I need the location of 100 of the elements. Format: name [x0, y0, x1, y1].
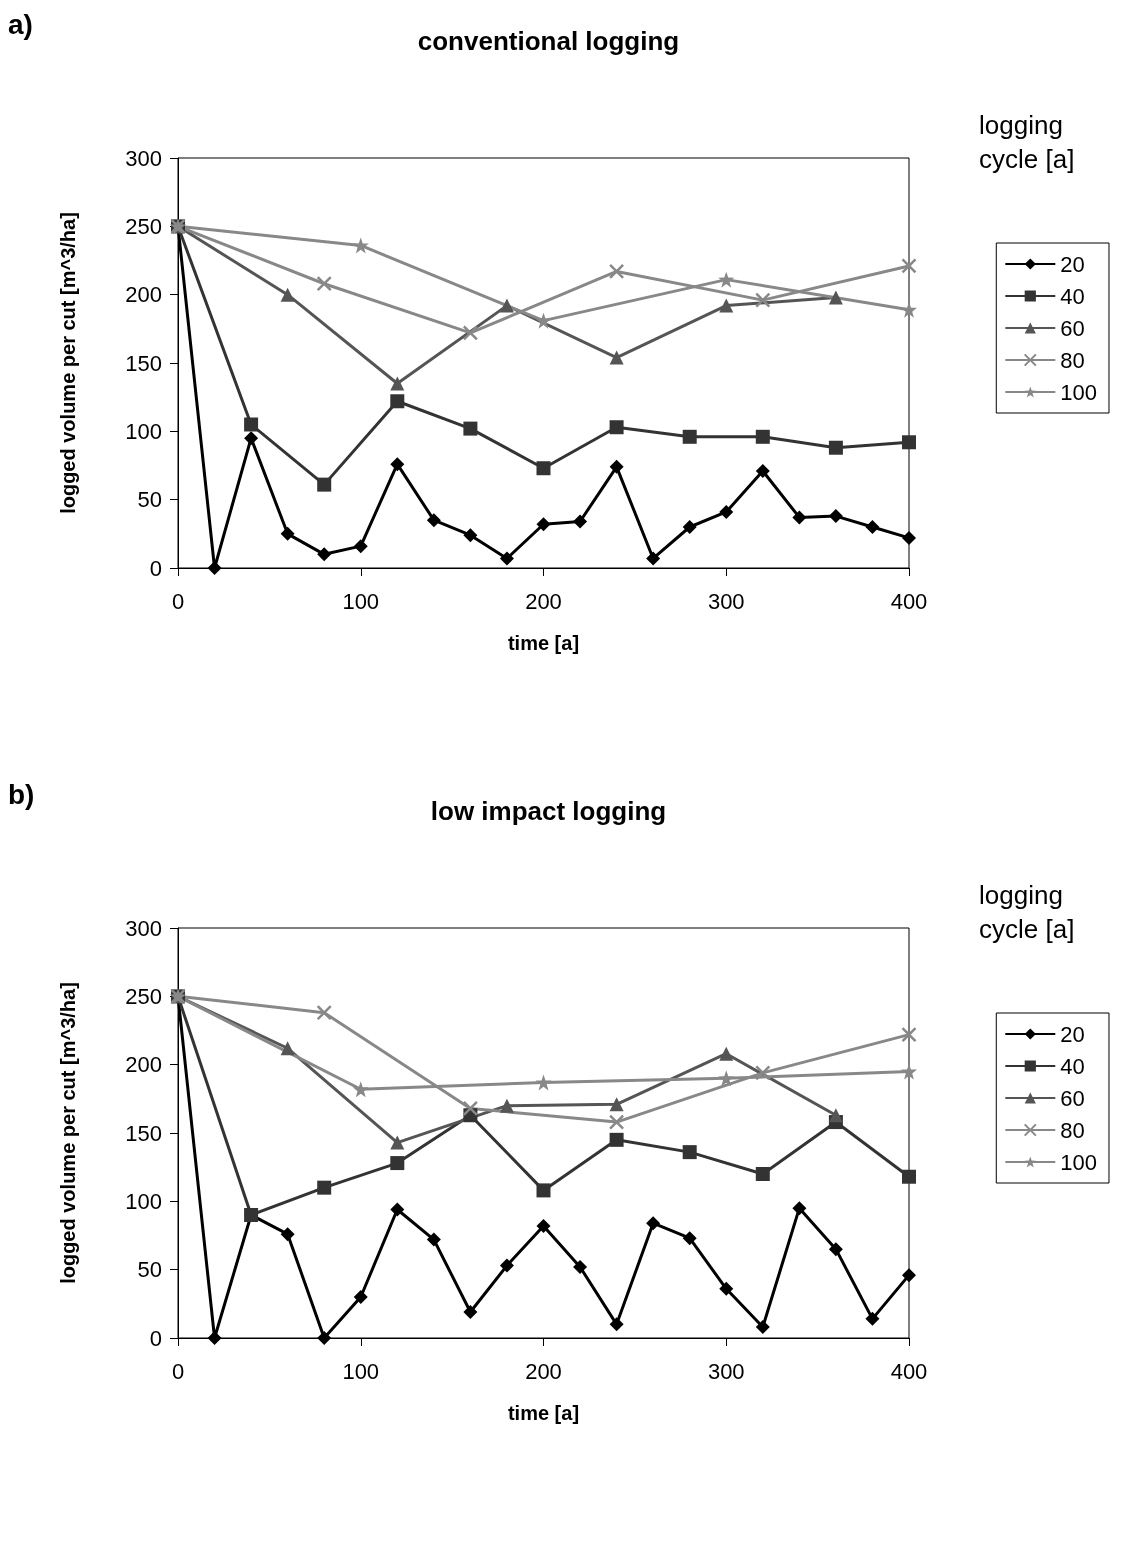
point [535, 1074, 552, 1091]
x-tick-label: 300 [707, 588, 745, 614]
point [573, 514, 588, 529]
point [828, 440, 843, 455]
point [865, 1311, 880, 1326]
x-tick-label: 300 [707, 1358, 745, 1384]
legend-label: 60 [1060, 1085, 1085, 1111]
legend-label: 60 [1060, 315, 1085, 341]
point [499, 1258, 514, 1273]
point [828, 1242, 843, 1257]
point [828, 509, 843, 524]
point [499, 1098, 514, 1113]
point [609, 1132, 624, 1147]
legend-label: 100 [1060, 1149, 1098, 1175]
y-tick-label: 100 [125, 418, 162, 444]
point [792, 510, 807, 525]
point [902, 1268, 916, 1283]
x-tick-label: 400 [890, 588, 928, 614]
legend-label: 20 [1060, 1021, 1085, 1047]
point [609, 1317, 624, 1332]
y-tick-label: 200 [125, 1052, 162, 1078]
point [901, 1063, 917, 1080]
text: b) [8, 778, 35, 810]
legend-label: 20 [1060, 251, 1085, 277]
y-tick-label: 100 [125, 1188, 162, 1214]
point [390, 1202, 405, 1217]
point [426, 513, 441, 528]
legend-title: logging cycle [a] [979, 880, 1075, 944]
point [901, 1026, 917, 1043]
x-tick-label: 200 [525, 588, 562, 614]
point [317, 1331, 332, 1345]
point [719, 1281, 734, 1296]
point [682, 520, 697, 534]
y-tick-label: 300 [125, 145, 162, 171]
point [719, 504, 734, 519]
point [390, 457, 405, 472]
point [317, 547, 332, 562]
x-tick-label: 200 [525, 1358, 562, 1384]
point [609, 459, 624, 474]
point [792, 1201, 807, 1216]
point [280, 287, 295, 302]
x-tick-label: 400 [890, 1358, 928, 1384]
point [609, 350, 624, 365]
point [718, 271, 735, 288]
point [499, 298, 514, 313]
y-axis-title: logged volume per cut [m^3/ha] [57, 982, 79, 1284]
point [755, 1320, 770, 1335]
x-axis-title: time [a] [507, 632, 580, 654]
y-tick-label: 250 [125, 983, 162, 1009]
point [682, 1231, 697, 1246]
point [828, 1108, 843, 1123]
point [646, 551, 661, 566]
point [609, 1097, 624, 1112]
point [609, 420, 624, 435]
point [280, 526, 295, 541]
point [719, 1046, 734, 1061]
y-axis-title: logged volume per cut [m^3/ha] [57, 212, 79, 514]
point [865, 520, 880, 534]
point [353, 1290, 368, 1304]
point [462, 1100, 479, 1117]
point [536, 1218, 551, 1233]
point [390, 376, 405, 391]
text: a) [8, 8, 33, 40]
point [536, 461, 551, 476]
point [317, 477, 332, 492]
point [828, 290, 843, 305]
point [463, 528, 478, 543]
legend-title: logging cycle [a] [979, 110, 1075, 174]
point [390, 394, 405, 409]
y-tick-label: 50 [137, 1257, 162, 1283]
point [755, 463, 770, 478]
x-tick-label: 100 [342, 1358, 380, 1384]
point [280, 1227, 295, 1242]
point [608, 263, 625, 280]
point [426, 1232, 441, 1247]
point [463, 1305, 478, 1320]
point [755, 292, 771, 308]
y-tick-label: 0 [149, 1325, 162, 1351]
y-tick-label: 300 [125, 915, 162, 941]
point [573, 1259, 588, 1274]
chart-title: low impact logging [430, 796, 667, 826]
y-tick-label: 200 [125, 282, 162, 308]
legend-label: 40 [1060, 283, 1085, 309]
point [646, 1216, 661, 1231]
point [682, 429, 697, 444]
y-tick-label: 0 [149, 555, 162, 581]
point [352, 1081, 369, 1098]
point [207, 1331, 222, 1345]
legend-label: 40 [1060, 1053, 1085, 1079]
point [536, 517, 551, 532]
point [244, 431, 259, 446]
x-tick-label: 0 [171, 588, 185, 614]
chart-title: conventional logging [417, 26, 680, 56]
x-tick-label: 100 [342, 588, 380, 614]
point [390, 1135, 405, 1150]
legend-label: 80 [1060, 1117, 1085, 1143]
point [462, 325, 479, 341]
point [463, 421, 478, 436]
y-tick-label: 50 [137, 487, 162, 513]
point [901, 258, 917, 274]
